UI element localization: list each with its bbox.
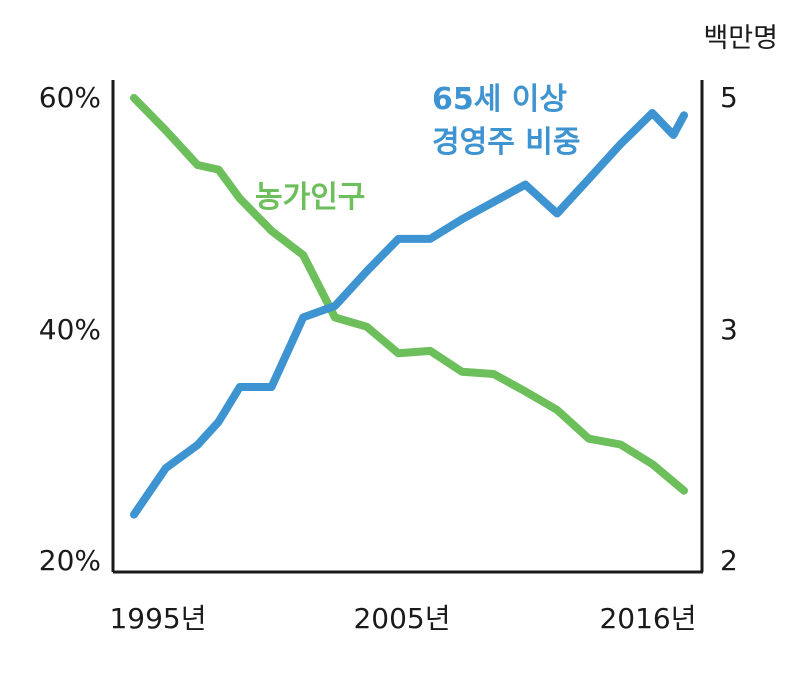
series-label-elderly-share-line1: 65세 이상: [432, 82, 567, 117]
series-line-elderly-share: [130, 109, 688, 519]
x-tick-label: 2005년: [353, 602, 450, 635]
series-label-elderly-share-line2: 경영주 비중: [432, 125, 580, 160]
y-right-tick-label: 2: [720, 544, 738, 577]
x-tick-label: 1995년: [109, 602, 206, 635]
y-left-tick-label: 20%: [39, 544, 101, 577]
y-right-unit-label: 백만명: [703, 23, 778, 54]
y-left-tick-label: 40%: [39, 313, 101, 346]
y-right-tick-label: 5: [720, 81, 738, 114]
y-left-tick-label: 60%: [39, 81, 101, 114]
series-label-farm-population: 농가인구: [255, 180, 365, 215]
series-line-farm-population: [130, 94, 688, 495]
y-right-tick-label: 3: [720, 313, 738, 346]
x-tick-label: 2016년: [599, 602, 696, 635]
